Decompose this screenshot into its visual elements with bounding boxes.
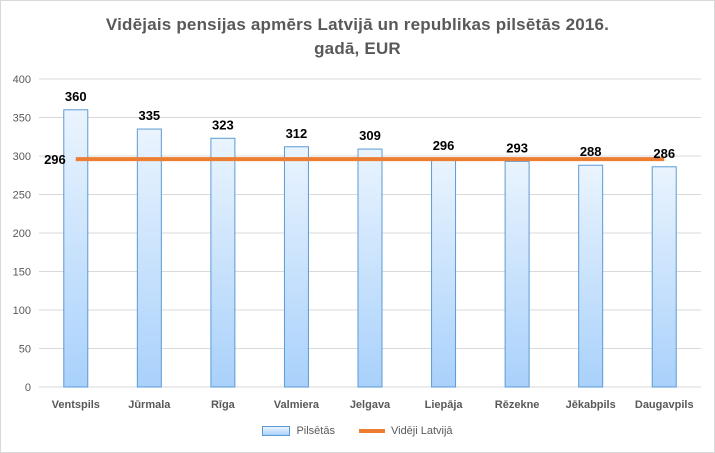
y-tick-label: 250 <box>13 190 31 202</box>
bar-Ventspils <box>63 109 89 388</box>
data-label: 360 <box>65 89 87 104</box>
y-tick-label: 350 <box>13 113 31 125</box>
bars <box>63 109 677 388</box>
bar-Jūrmala <box>136 128 162 388</box>
y-tick-label: 400 <box>13 74 31 86</box>
legend-label-line: Vidēji Latvijā <box>390 425 453 437</box>
data-label: 323 <box>212 117 234 132</box>
bar-Rīga <box>210 137 236 388</box>
y-tick-label: 0 <box>25 382 31 394</box>
x-tick-label: Rēzekne <box>495 399 540 411</box>
bar-Rēzekne <box>504 160 530 388</box>
x-tick-label: Daugavpils <box>635 399 694 411</box>
labels: 0 50 100 150 200 250 300 350 400 360 Ventspils 335 J… <box>13 74 694 411</box>
legend-item-bars: Pilsētās <box>262 425 335 437</box>
y-tick-label: 300 <box>13 151 31 163</box>
legend-label-bars: Pilsētās <box>296 425 335 437</box>
bar-Valmiera <box>283 146 309 388</box>
y-tick-label: 50 <box>19 344 31 356</box>
data-label: 309 <box>359 128 381 143</box>
chart-title-line-1: Vidējais pensijas apmērs Latvijā un repu… <box>105 15 610 34</box>
data-label: 293 <box>506 140 528 155</box>
y-tick-label: 150 <box>13 267 31 279</box>
data-label: 288 <box>580 144 602 159</box>
chart-title: Vidējais pensijas apmērs Latvijā un repu… <box>1 13 714 61</box>
x-tick-label: Jūrmala <box>128 399 171 411</box>
y-tick-label: 100 <box>13 305 31 317</box>
data-label: 312 <box>286 126 308 141</box>
data-label: 286 <box>653 146 675 161</box>
bar-Daugavpils <box>651 166 677 388</box>
bar-Jelgava <box>357 148 383 388</box>
bar-Jēkabpils <box>578 164 604 388</box>
legend-item-line: Vidēji Latvijā <box>358 425 453 437</box>
chart-title-line-2: gadā, EUR <box>314 39 401 58</box>
x-tick-label: Jēkabpils <box>566 399 616 411</box>
y-tick-label: 200 <box>13 228 31 240</box>
reference-line-label: 296 <box>44 152 66 167</box>
legend: Pilsētās Vidēji Latvijā <box>1 425 714 437</box>
x-tick-label: Rīga <box>211 399 236 411</box>
legend-swatch-bars <box>262 426 291 436</box>
bar-Liepāja <box>431 158 457 388</box>
legend-swatch-line <box>358 429 385 433</box>
data-label: 335 <box>138 108 160 123</box>
x-tick-label: Jelgava <box>350 399 391 411</box>
x-tick-label: Liepāja <box>425 399 464 411</box>
x-tick-label: Valmiera <box>274 399 320 411</box>
data-label: 296 <box>433 138 455 153</box>
x-tick-label: Ventspils <box>52 399 100 411</box>
